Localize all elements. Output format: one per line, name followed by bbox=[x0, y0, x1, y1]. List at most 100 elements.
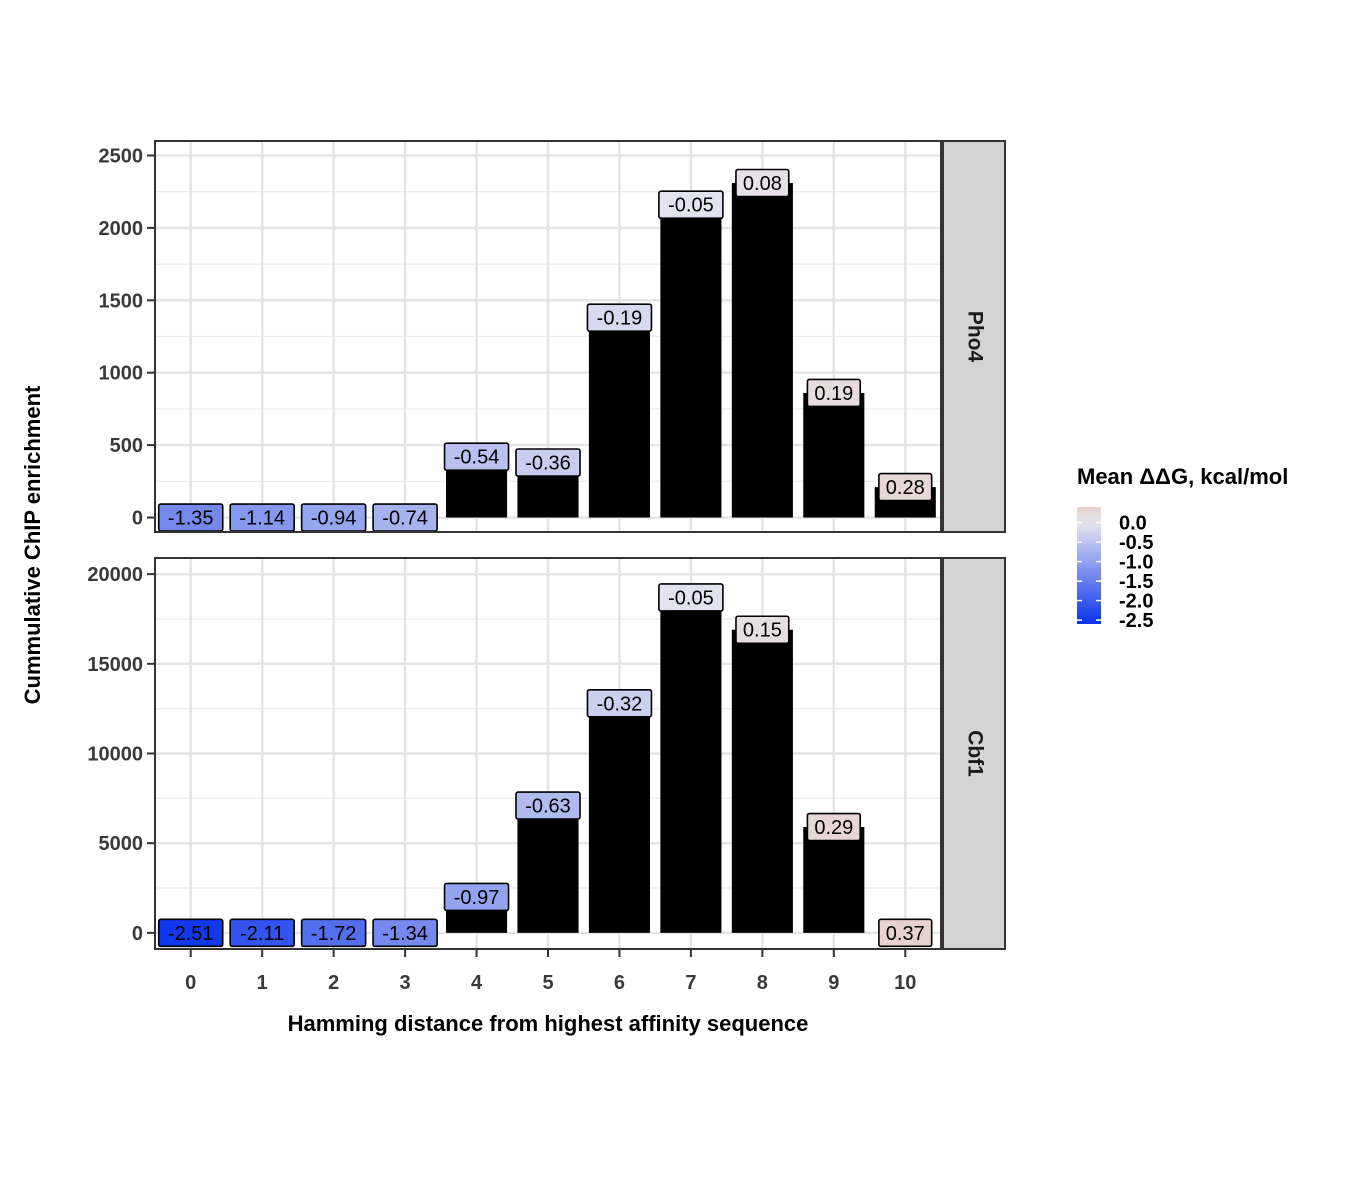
panels: -1.35 -1.14 -0.94 -0.74 -0.54 -0.36 -0.19 -0.05… bbox=[87, 140, 1006, 994]
bar-label-box bbox=[443, 882, 510, 912]
bar-label-cbf1-0: -2.51 bbox=[157, 918, 224, 948]
bar-cbf1-7 bbox=[660, 597, 722, 933]
x-tick-label: 10 bbox=[894, 972, 916, 994]
bar-label-cbf1-1: -2.11 bbox=[229, 918, 295, 948]
bar-label-box bbox=[806, 812, 862, 842]
y-tick-label: 2000 bbox=[99, 218, 144, 240]
x-tick-label: 7 bbox=[685, 972, 696, 994]
bar-label-cbf1-5: -0.63 bbox=[515, 791, 581, 820]
y-tick-label: 5000 bbox=[99, 833, 144, 855]
bar-label-pho4-0: -1.35 bbox=[157, 503, 224, 532]
bar-label-cbf1-3: -1.34 bbox=[372, 918, 438, 948]
bar-label-text: 0.08 bbox=[743, 173, 782, 195]
bar-label-box bbox=[515, 448, 581, 477]
legend-tick-label: -2.0 bbox=[1119, 591, 1153, 613]
bar-label-cbf1-6: -0.32 bbox=[586, 688, 653, 718]
bar-pho4-8 bbox=[731, 182, 793, 518]
bar-pho4-9 bbox=[803, 392, 865, 518]
x-tick-label: 3 bbox=[400, 972, 411, 994]
bar-label-pho4-1: -1.14 bbox=[229, 503, 295, 532]
bar-label-pho4-5: -0.36 bbox=[515, 448, 581, 477]
bar-cbf1-5 bbox=[517, 805, 579, 933]
x-tick-label: 0 bbox=[185, 972, 196, 994]
legend-tick-label: -2.5 bbox=[1119, 610, 1153, 632]
bar-pho4-7 bbox=[660, 204, 722, 518]
x-tick-label: 8 bbox=[757, 972, 768, 994]
bar-label-box bbox=[443, 442, 510, 471]
bar-label-pho4-6: -0.19 bbox=[586, 303, 653, 332]
bar-label-text: -0.63 bbox=[525, 796, 571, 818]
panel-cbf1: -2.51 -2.11 -1.72 -1.34 -0.97 -0.63 -0.32 -0.05… bbox=[87, 557, 1006, 994]
x-tick-label: 2 bbox=[328, 972, 339, 994]
bar-label-box bbox=[586, 303, 653, 332]
y-tick-label: 20000 bbox=[87, 564, 143, 586]
bar-label-cbf1-2: -1.72 bbox=[300, 918, 367, 948]
y-tick-label: 15000 bbox=[87, 654, 143, 676]
y-tick-label: 1500 bbox=[99, 290, 144, 312]
bar-label-text: -0.36 bbox=[525, 452, 571, 474]
bar-label-text: -2.11 bbox=[240, 923, 284, 945]
bar-label-pho4-9: 0.19 bbox=[806, 378, 862, 408]
legend-tick-label: -1.0 bbox=[1119, 552, 1153, 574]
bar-label-text: -0.54 bbox=[454, 447, 500, 469]
bar-label-box bbox=[586, 688, 653, 718]
bar-label-text: -1.14 bbox=[239, 508, 285, 530]
bar-label-text: 0.15 bbox=[743, 620, 782, 642]
bar-label-text: -0.74 bbox=[382, 508, 428, 530]
bar-label-text: 0.28 bbox=[886, 477, 925, 499]
bar-label-box bbox=[878, 918, 933, 948]
bar-cbf1-8 bbox=[731, 629, 793, 933]
bar-label-text: -0.94 bbox=[311, 508, 357, 530]
bar-label-text: -0.32 bbox=[597, 693, 643, 715]
strip-pho4 bbox=[942, 140, 1006, 533]
bar-label-text: -0.05 bbox=[668, 587, 714, 609]
bar-label-text: -1.72 bbox=[311, 923, 357, 945]
bar-label-text: -0.97 bbox=[454, 887, 500, 909]
y-tick-label: 0 bbox=[132, 508, 143, 530]
y-tick-label: 500 bbox=[110, 435, 143, 457]
bar-cbf1-9 bbox=[803, 827, 865, 933]
bar-label-text: -2.51 bbox=[168, 923, 214, 945]
bar-label-text: -1.34 bbox=[382, 923, 428, 945]
bar-label-box bbox=[658, 190, 724, 220]
x-tick-label: 5 bbox=[542, 972, 553, 994]
bar-label-text: 0.19 bbox=[814, 383, 853, 405]
x-tick-label: 4 bbox=[471, 972, 483, 994]
legend-colorbar bbox=[1077, 507, 1101, 624]
bar-label-box bbox=[229, 918, 295, 948]
bar-label-box bbox=[300, 918, 367, 948]
legend: Mean ΔΔG, kcal/mol 0.0-0.5-1.0-1.5-2.0-2… bbox=[1077, 464, 1288, 632]
bar-label-cbf1-7: -0.05 bbox=[658, 583, 724, 612]
strip-label: Pho4 bbox=[963, 311, 986, 363]
bar-label-text: -1.35 bbox=[168, 508, 214, 530]
bar-label-box bbox=[515, 791, 581, 820]
strip-label: Cbf1 bbox=[963, 730, 986, 777]
bar-label-box bbox=[735, 168, 790, 198]
bar-label-pho4-3: -0.74 bbox=[372, 503, 438, 532]
bar-pho4-6 bbox=[588, 317, 651, 518]
x-tick-label: 9 bbox=[828, 972, 839, 994]
bar-label-pho4-10: 0.28 bbox=[878, 472, 933, 502]
legend-tick-label: -0.5 bbox=[1119, 532, 1153, 554]
panel-border bbox=[154, 140, 942, 533]
panel-pho4: -1.35 -1.14 -0.94 -0.74 -0.54 -0.36 -0.19 -0.05… bbox=[99, 140, 1006, 533]
bar-label-box bbox=[658, 583, 724, 612]
bar-label-pho4-8: 0.08 bbox=[735, 168, 790, 198]
bar-label-text: -0.05 bbox=[668, 195, 714, 217]
bar-label-box bbox=[878, 472, 933, 502]
bar-label-box bbox=[372, 918, 438, 948]
bar-label-pho4-2: -0.94 bbox=[300, 503, 367, 532]
y-tick-label: 10000 bbox=[87, 744, 143, 766]
bar-cbf1-6 bbox=[588, 703, 651, 933]
y-axis-title: Cummulative ChIP enrichment bbox=[20, 385, 45, 704]
legend-tick-label: 0.0 bbox=[1119, 513, 1147, 535]
y-tick-label: 2500 bbox=[99, 145, 144, 167]
y-tick-label: 0 bbox=[132, 923, 143, 945]
bar-label-cbf1-10: 0.37 bbox=[878, 918, 933, 948]
bar-label-cbf1-8: 0.15 bbox=[735, 615, 790, 645]
bar-label-pho4-4: -0.54 bbox=[443, 442, 510, 471]
legend-tick-label: -1.5 bbox=[1119, 571, 1153, 593]
x-tick-label: 6 bbox=[614, 972, 625, 994]
bar-label-text: 0.29 bbox=[814, 817, 853, 839]
